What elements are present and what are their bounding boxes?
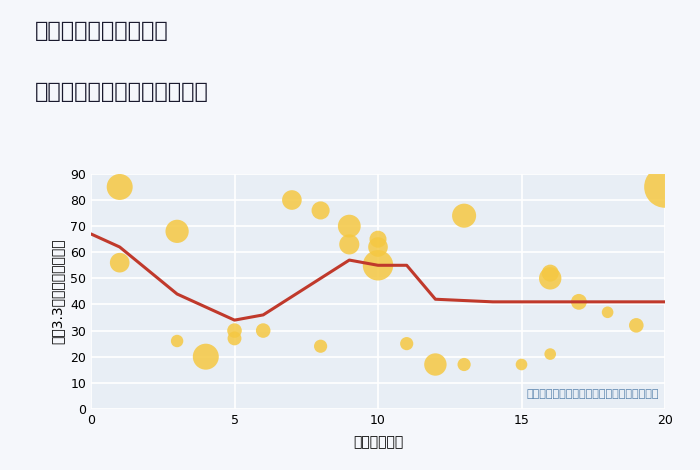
Point <box>229 335 240 342</box>
Point <box>200 353 211 360</box>
Y-axis label: 坪（3.3㎡）単価（万円）: 坪（3.3㎡）単価（万円） <box>50 239 64 344</box>
Point <box>458 361 470 368</box>
Point <box>631 321 642 329</box>
Point <box>286 196 297 204</box>
Point <box>372 261 384 269</box>
Text: 三重県鈴鹿市深溝町の: 三重県鈴鹿市深溝町の <box>35 21 169 41</box>
Point <box>372 243 384 251</box>
Point <box>545 274 556 282</box>
Point <box>573 298 584 306</box>
Point <box>315 343 326 350</box>
Point <box>516 361 527 368</box>
Point <box>258 327 269 334</box>
Point <box>172 227 183 235</box>
Point <box>372 235 384 243</box>
Point <box>114 183 125 191</box>
Point <box>114 259 125 266</box>
Point <box>172 337 183 345</box>
Text: 円の大きさは、取引のあった物件面積を示す: 円の大きさは、取引のあった物件面積を示す <box>527 390 659 400</box>
Point <box>315 207 326 214</box>
X-axis label: 駅距離（分）: 駅距離（分） <box>353 435 403 449</box>
Point <box>401 340 412 347</box>
Point <box>545 269 556 277</box>
Point <box>458 212 470 219</box>
Point <box>344 241 355 248</box>
Point <box>602 308 613 316</box>
Point <box>430 361 441 368</box>
Point <box>659 183 671 191</box>
Text: 駅距離別中古マンション価格: 駅距離別中古マンション価格 <box>35 82 209 102</box>
Point <box>344 222 355 230</box>
Point <box>229 327 240 334</box>
Point <box>545 350 556 358</box>
